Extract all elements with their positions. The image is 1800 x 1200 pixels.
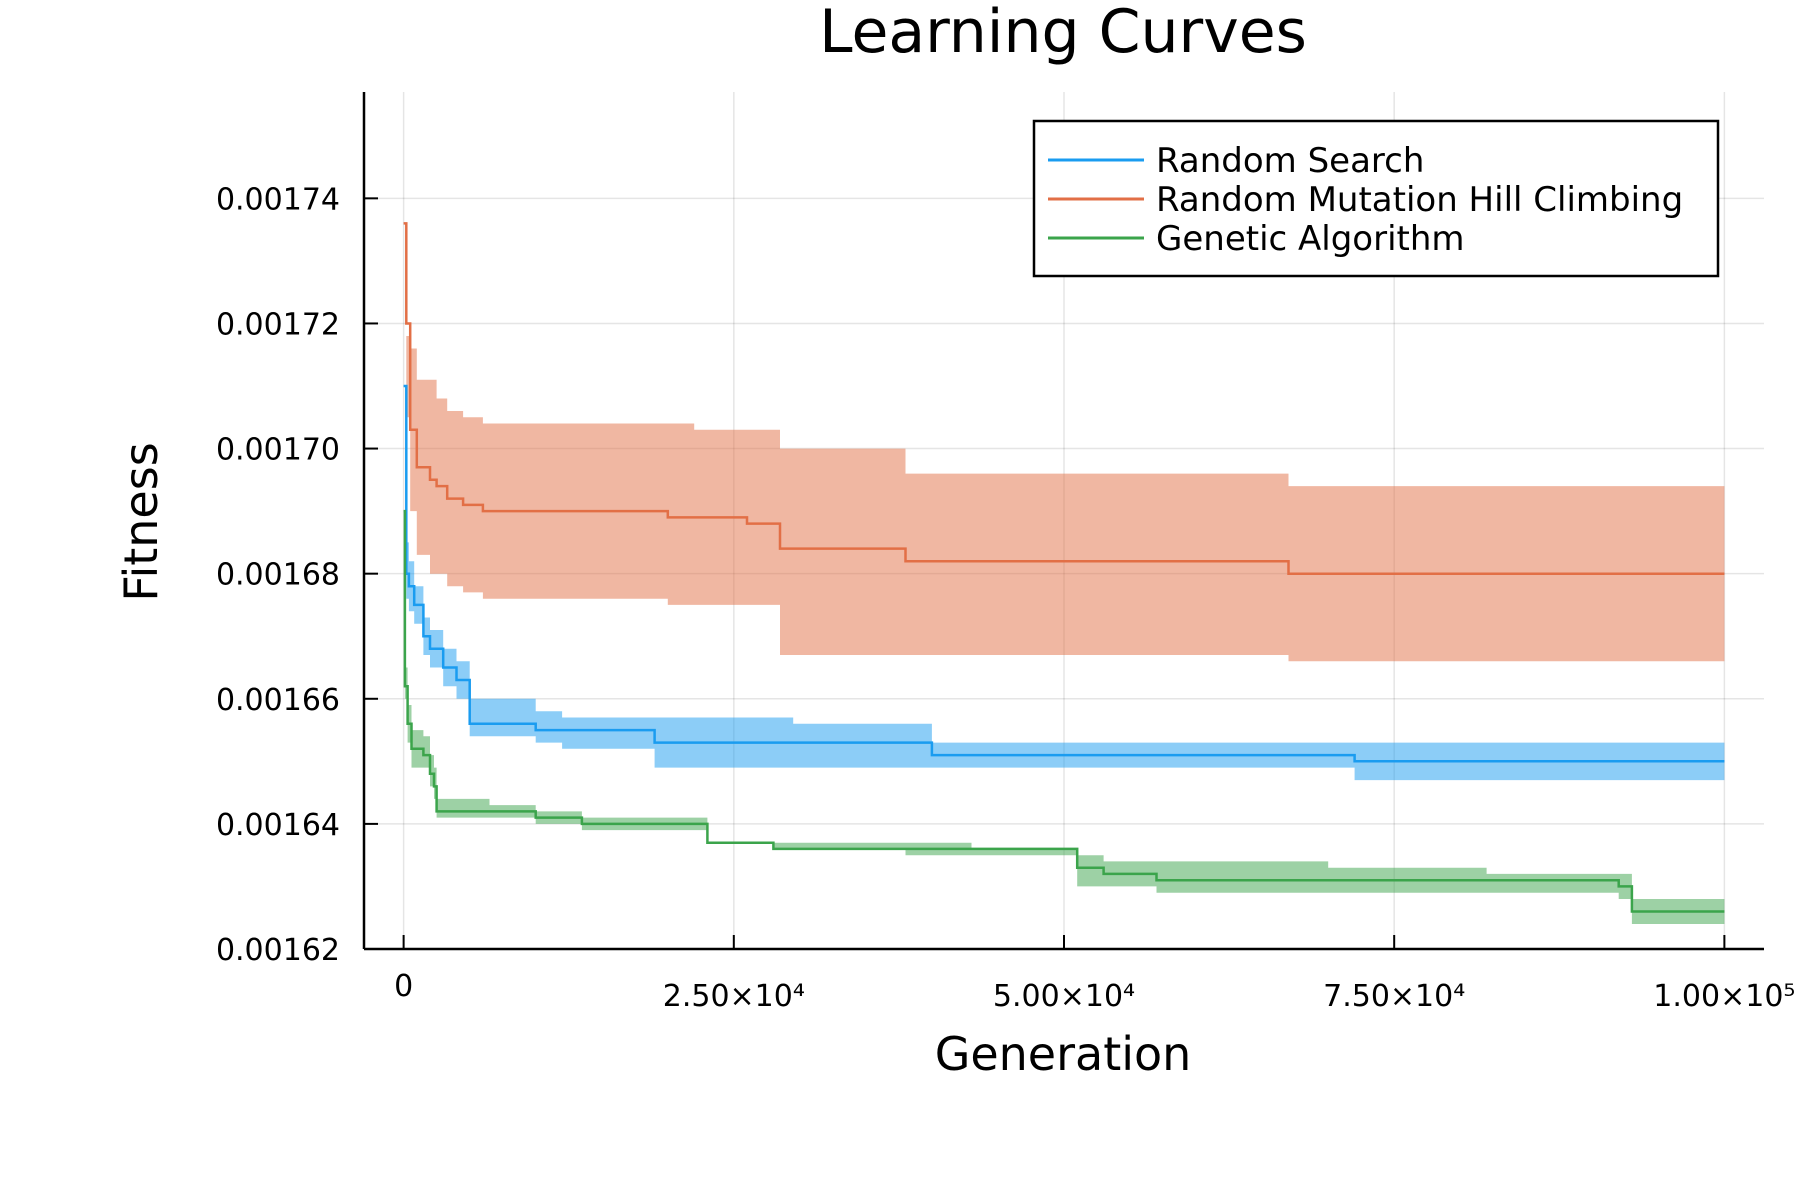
series-line-random-search xyxy=(403,384,1725,763)
x-tick-label-2: 5.00×10⁴ xyxy=(993,979,1135,1014)
band-random-mutation-hill-climbing xyxy=(403,223,1725,662)
series-line-random-mutation-hill-climbing xyxy=(403,222,1725,575)
y-axis-title: Fitness xyxy=(114,442,168,601)
y-tick-label-6: 0.00174 xyxy=(216,182,340,217)
band-genetic-algorithm xyxy=(403,511,1725,924)
x-axis-title: Generation xyxy=(935,1027,1192,1081)
x-tick-label-1: 2.50×10⁴ xyxy=(663,979,805,1014)
legend-label-genetic-algorithm: Genetic Algorithm xyxy=(1156,219,1465,259)
y-tick-label-0: 0.00162 xyxy=(216,933,340,968)
legend-label-random-search: Random Search xyxy=(1156,141,1424,181)
x-axis-ticks: 0 2.50×10⁴ 5.00×10⁴ 7.50×10⁴ 1.00×10⁵ xyxy=(394,935,1795,1014)
legend-box xyxy=(1032,119,1720,278)
legend-label-random-mutation-hill-climbing: Random Mutation Hill Climbing xyxy=(1156,180,1683,220)
y-tick-label-4: 0.00170 xyxy=(216,433,340,468)
x-tick-label-0: 0 xyxy=(394,969,413,1004)
y-tick-label-3: 0.00168 xyxy=(216,558,340,593)
series-line-genetic-algorithm xyxy=(403,509,1725,913)
y-tick-label-2: 0.00166 xyxy=(216,683,340,718)
y-tick-label-1: 0.00164 xyxy=(216,808,340,843)
y-axis-ticks: 0.00162 0.00164 0.00166 0.00168 0.00170 0.001… xyxy=(216,182,378,968)
chart-title: Learning Curves xyxy=(819,0,1307,67)
confidence-bands xyxy=(403,223,1725,924)
x-tick-label-4: 1.00×10⁵ xyxy=(1653,979,1795,1014)
x-tick-label-3: 7.50×10⁴ xyxy=(1323,979,1465,1014)
series-lines xyxy=(403,222,1725,913)
y-tick-label-5: 0.00172 xyxy=(216,307,340,342)
